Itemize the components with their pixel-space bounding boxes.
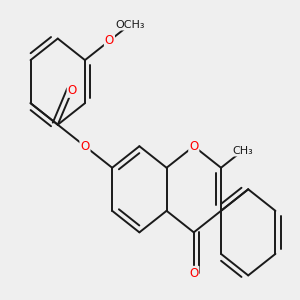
Text: O: O bbox=[68, 84, 77, 97]
Text: O: O bbox=[189, 140, 198, 153]
Text: O: O bbox=[80, 140, 90, 153]
Text: O: O bbox=[105, 34, 114, 47]
Text: OCH₃: OCH₃ bbox=[115, 20, 145, 30]
Text: CH₃: CH₃ bbox=[232, 146, 253, 155]
Text: O: O bbox=[189, 267, 198, 280]
